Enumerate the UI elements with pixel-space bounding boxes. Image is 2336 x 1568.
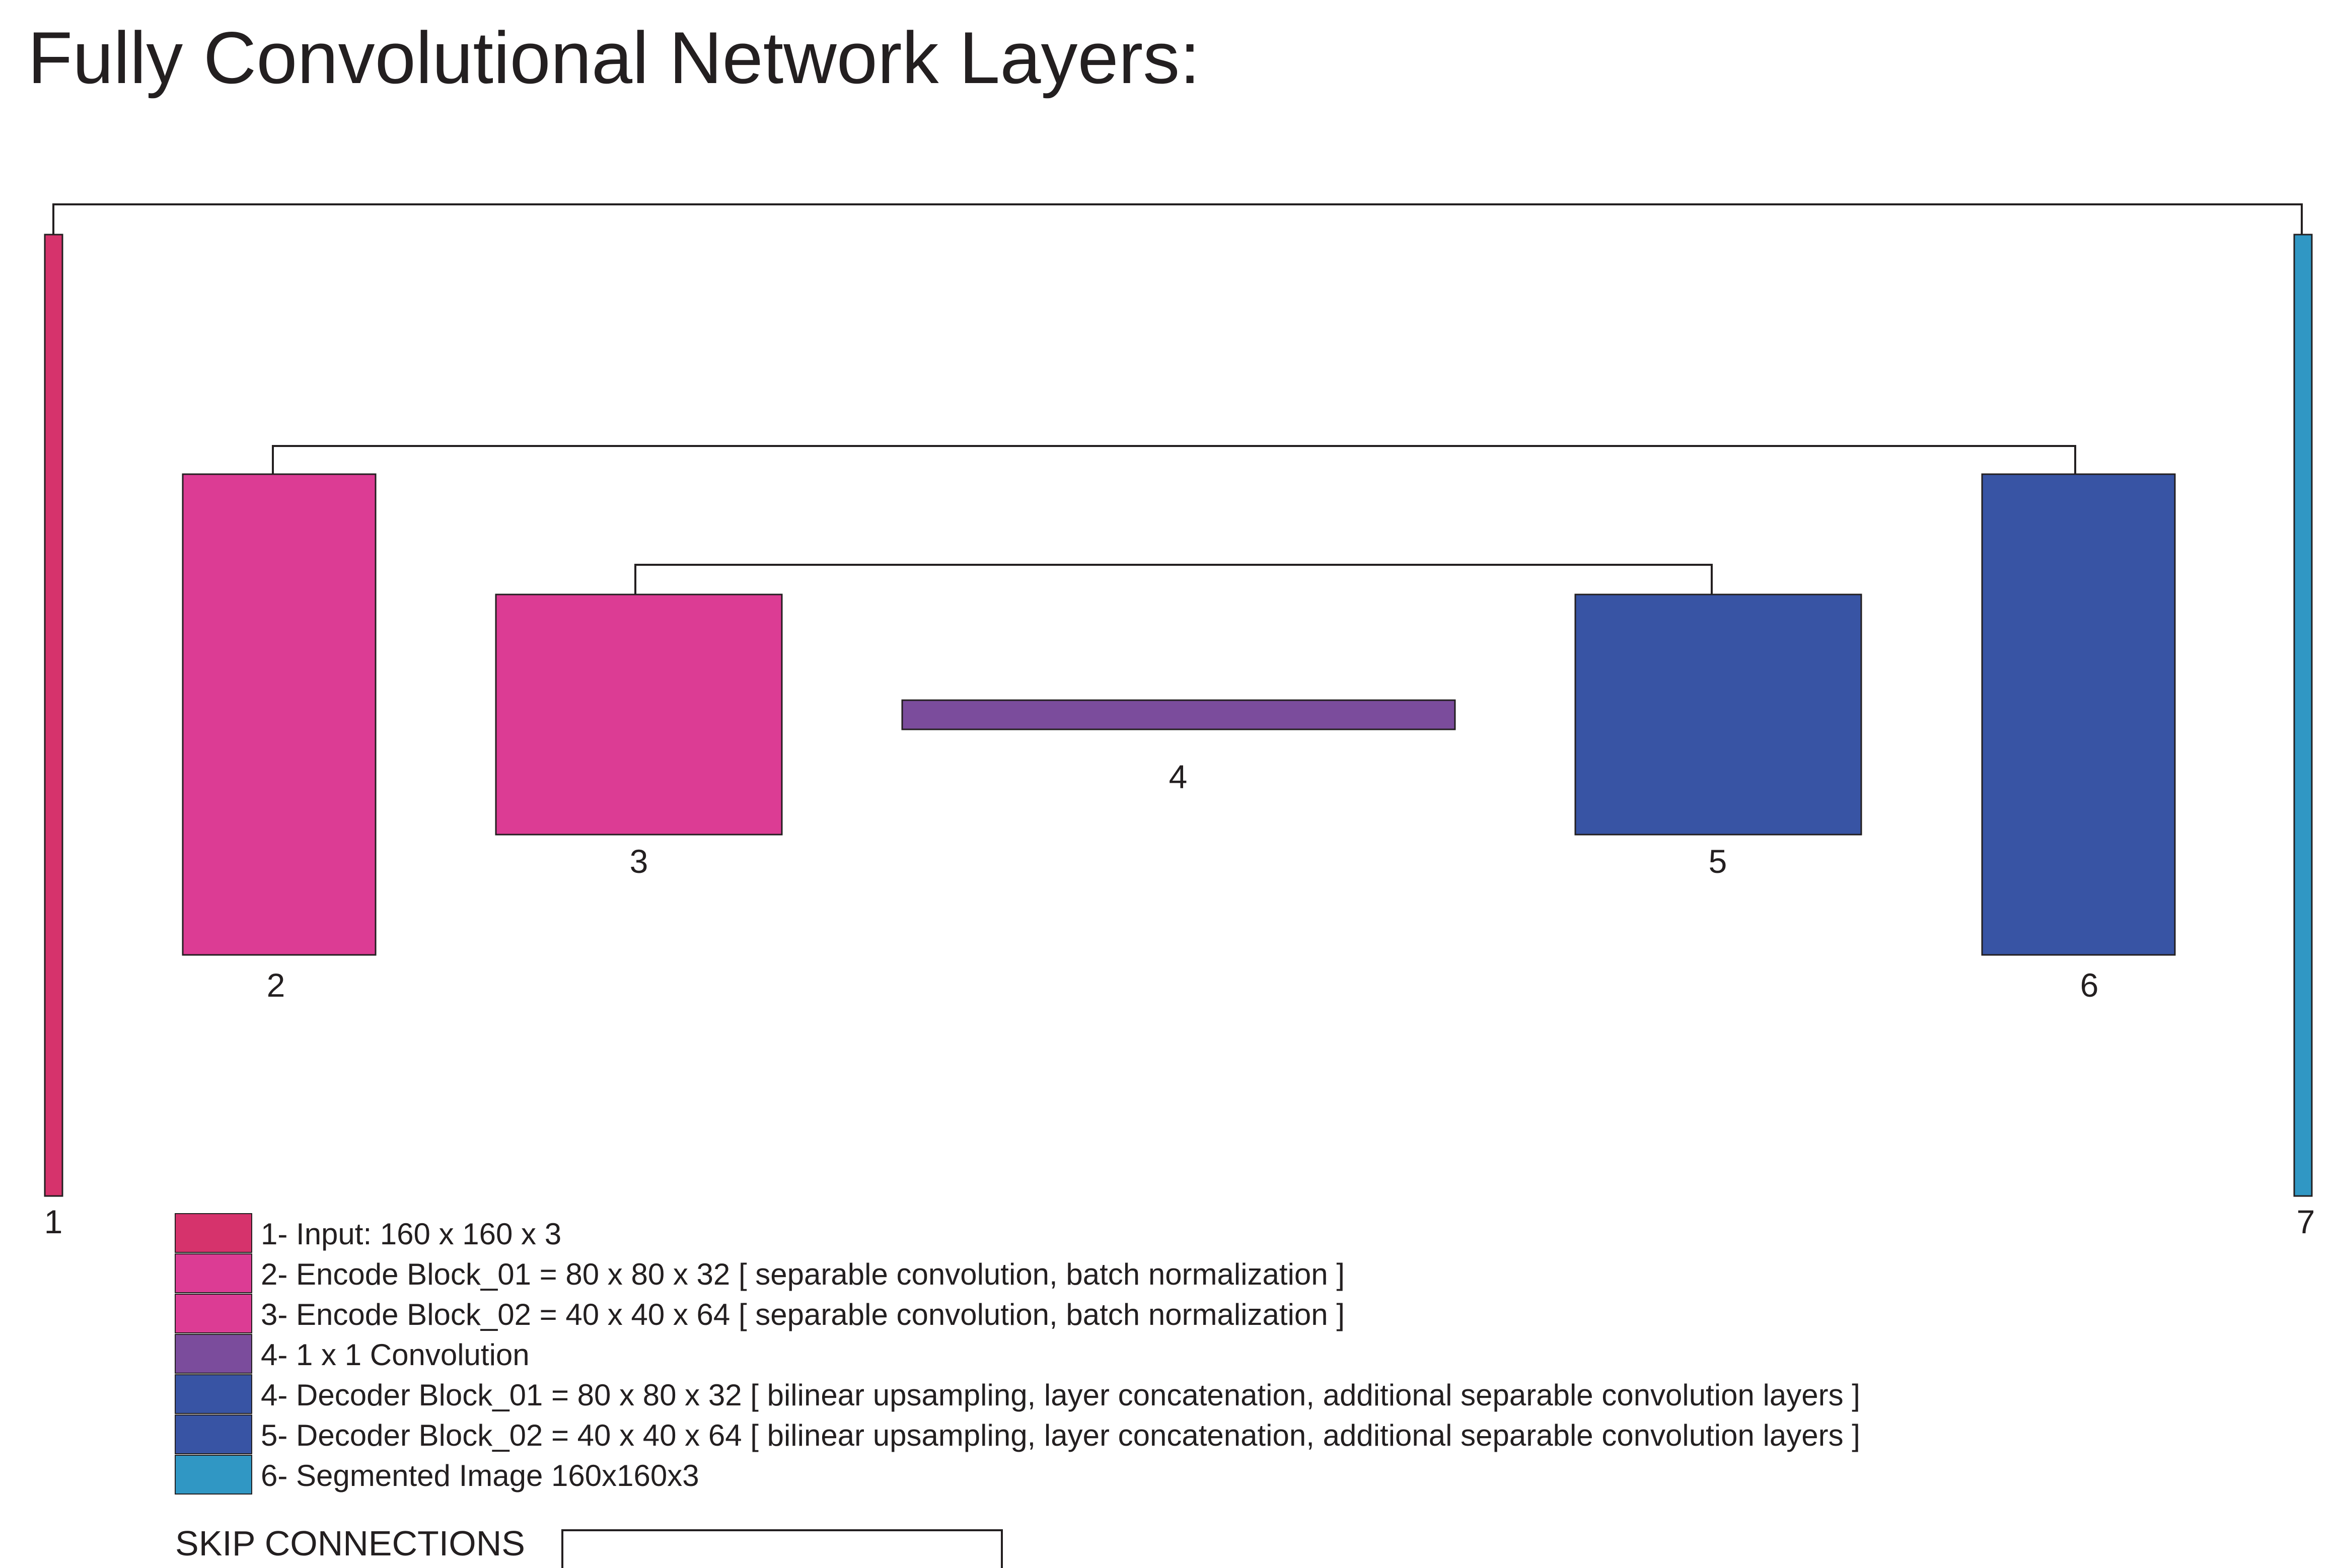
skip-connection-2-6 — [272, 445, 2076, 474]
layer-label-2: 2 — [267, 966, 285, 1004]
layer-2-encoder-block — [182, 473, 377, 956]
layer-4-conv1x1-block — [901, 699, 1456, 730]
layer-5-decoder-block — [1574, 593, 1862, 836]
layer-label-1: 1 — [44, 1203, 63, 1240]
skip-connections-label: SKIP CONNECTIONS — [175, 1524, 525, 1563]
legend-item-1: 1- Input: 160 x 160 x 3 — [261, 1217, 561, 1251]
legend-swatch-decoder-2 — [175, 1414, 252, 1454]
layer-label-7: 7 — [2297, 1203, 2315, 1240]
legend-item-6: 5- Decoder Block_02 = 40 x 40 x 64 [ bil… — [261, 1418, 1860, 1452]
legend-item-3: 3- Encode Block_02 = 40 x 40 x 64 [ sepa… — [261, 1298, 1345, 1331]
layer-label-5: 5 — [1709, 843, 1727, 880]
skip-connection-1-7 — [52, 203, 2303, 235]
skip-connection-key-symbol — [561, 1529, 1003, 1568]
legend-swatch-decoder-1 — [175, 1374, 252, 1414]
legend-swatch-input — [175, 1213, 252, 1253]
layer-label-4: 4 — [1169, 758, 1188, 795]
diagram-title: Fully Convolutional Network Layers: — [28, 17, 1200, 99]
legend-item-4: 4- 1 x 1 Convolution — [261, 1338, 530, 1372]
layer-7-output-block — [2293, 234, 2313, 1197]
legend-item-2: 2- Encode Block_01 = 80 x 80 x 32 [ sepa… — [261, 1257, 1345, 1291]
legend-swatch-encoder-1 — [175, 1253, 252, 1293]
layer-6-decoder-block — [1981, 473, 2176, 956]
layer-label-3: 3 — [630, 843, 648, 880]
legend-swatch-conv1x1 — [175, 1334, 252, 1374]
layer-1-input-block — [44, 234, 63, 1197]
skip-connection-3-5 — [634, 564, 1713, 594]
layer-label-6: 6 — [2080, 966, 2099, 1004]
legend: 1- Input: 160 x 160 x 3 2- Encode Block_… — [175, 1213, 1860, 1495]
layer-3-encoder-block — [495, 593, 783, 836]
legend-item-7: 6- Segmented Image 160x160x3 — [261, 1459, 699, 1492]
legend-swatch-output — [175, 1455, 252, 1495]
legend-swatch-encoder-2 — [175, 1294, 252, 1333]
legend-item-5: 4- Decoder Block_01 = 80 x 80 x 32 [ bil… — [261, 1378, 1860, 1412]
